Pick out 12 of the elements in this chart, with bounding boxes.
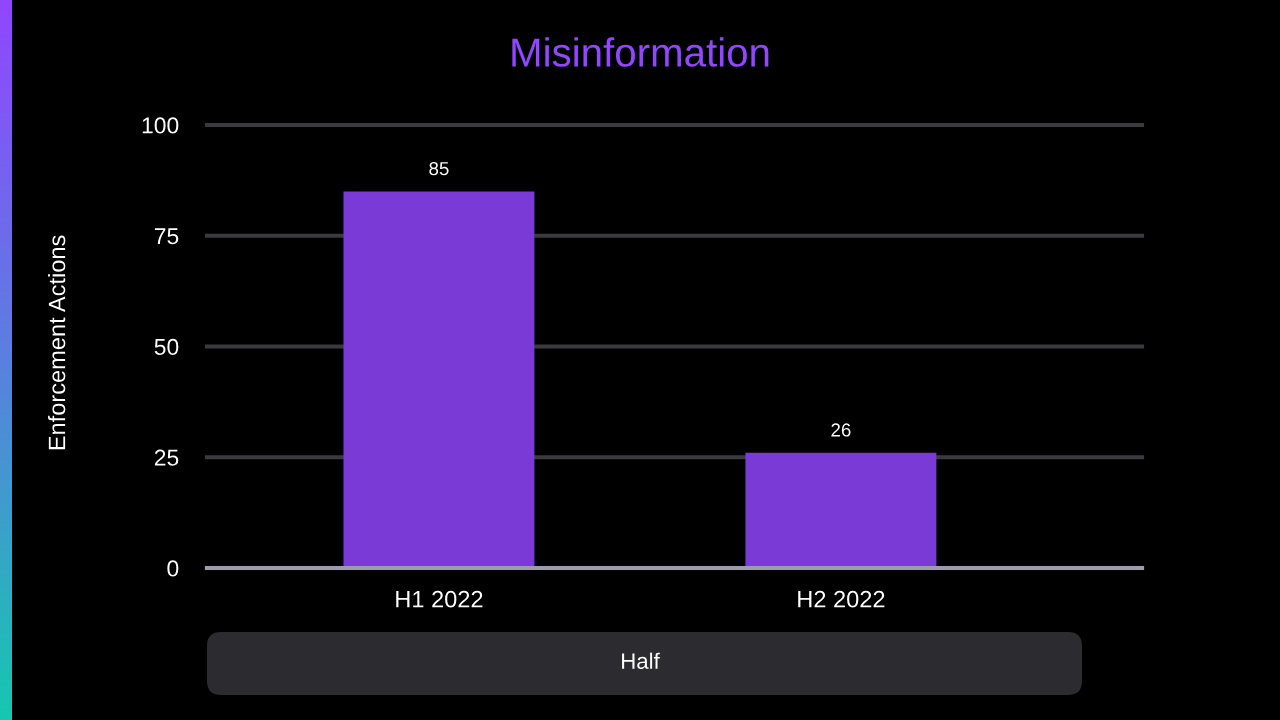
data-label: 85 — [429, 161, 449, 176]
y-tick-label: 25 — [154, 449, 179, 466]
y-tick-label: 100 — [142, 117, 179, 134]
x-axis-title: Half — [622, 652, 660, 669]
data-label: 26 — [831, 423, 851, 437]
y-tick-label: 75 — [154, 228, 179, 245]
y-tick-label: 50 — [154, 338, 179, 356]
chart-title: Misinformation — [512, 37, 769, 67]
y-axis-title: Enforcement Actions — [47, 235, 66, 450]
y-tick-label: 0 — [167, 560, 179, 577]
x-tick-label: H2 2022 — [798, 590, 885, 608]
x-tick-label: H1 2022 — [396, 590, 483, 608]
